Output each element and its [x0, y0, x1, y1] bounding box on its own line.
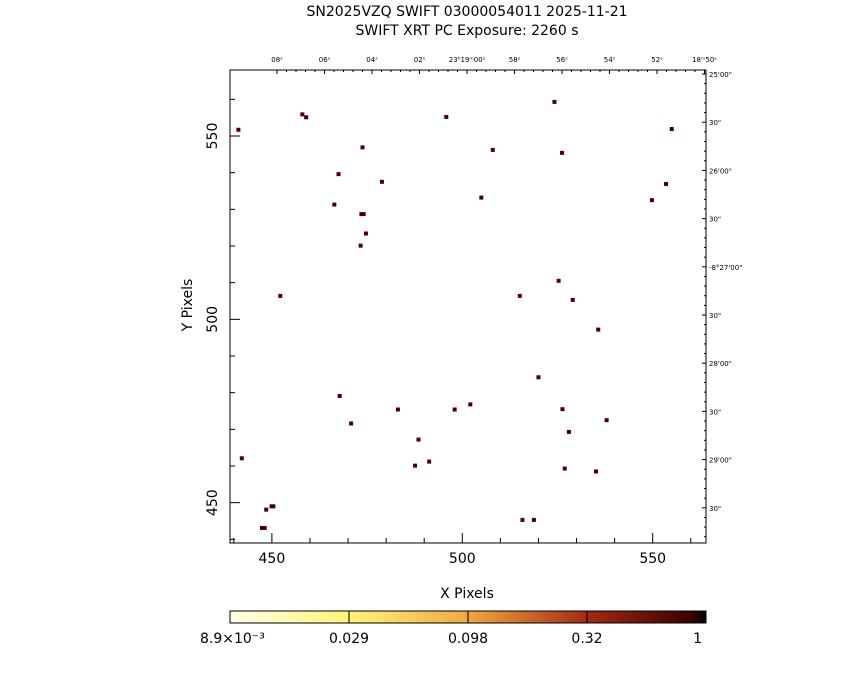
event-pixel — [264, 507, 269, 512]
dec-tick-label: 29'00" — [709, 457, 732, 465]
ra-tick-label: 23ʰ19ᵐ00ˢ — [449, 56, 486, 64]
ra-tick-label: 56ˢ — [556, 56, 568, 64]
event-pixel — [552, 99, 557, 104]
event-pixel — [349, 421, 354, 426]
event-pixel — [479, 195, 484, 200]
y-tick-label: 450 — [205, 489, 221, 516]
event-pixel — [269, 504, 274, 509]
event-pixel — [262, 525, 267, 530]
event-pixel — [444, 114, 449, 119]
event-pixel — [358, 243, 363, 248]
event-pixel — [452, 407, 457, 412]
dec-tick-label: 30" — [709, 505, 721, 513]
ra-tick-label: 52ˢ — [651, 56, 663, 64]
event-pixel — [361, 212, 366, 217]
colorbar-label: 1 — [693, 631, 702, 647]
event-pixel — [593, 469, 598, 474]
dec-tick-label: 30" — [709, 408, 721, 416]
event-pixel — [427, 459, 432, 464]
ra-tick-label: 06ˢ — [319, 56, 331, 64]
event-pixel — [359, 212, 364, 217]
event-pixel — [363, 231, 368, 236]
dec-tick-label: 30" — [709, 312, 721, 320]
dec-tick-label: 28'00" — [709, 360, 732, 368]
ra-tick-label: 18ᵐ50ˢ — [692, 56, 717, 64]
event-pixel — [278, 293, 283, 298]
colorbar-label: 8.9×10⁻³ — [200, 631, 265, 647]
event-pixel — [520, 517, 525, 522]
event-pixel — [336, 172, 341, 177]
plot-frame — [229, 69, 707, 544]
colorbar-label: 0.098 — [448, 631, 488, 647]
event-pixel — [490, 147, 495, 152]
event-pixel — [236, 127, 241, 132]
ra-tick-label: 58ˢ — [509, 56, 521, 64]
y-axis-label: Y Pixels — [180, 279, 196, 333]
event-pixel — [562, 466, 567, 471]
dec-tick-label: -8°27'00" — [709, 264, 742, 272]
colorbar: 8.9×10⁻³ 0.029 0.098 0.32 1 — [200, 610, 707, 647]
x-axis-label: X Pixels — [440, 586, 494, 602]
event-pixel — [304, 115, 309, 120]
y-tick-label: 500 — [205, 306, 221, 333]
ra-tick-label: 04ˢ — [366, 56, 378, 64]
event-pixel — [649, 198, 654, 203]
event-pixel — [560, 150, 565, 155]
event-pixel — [360, 145, 365, 150]
event-pixel — [300, 112, 305, 117]
event-pixel — [379, 179, 384, 184]
event-pixel — [413, 463, 418, 468]
event-pixel — [531, 517, 536, 522]
event-pixel — [669, 127, 674, 132]
dec-tick-label: 30" — [709, 216, 721, 224]
colorbar-label: 0.32 — [571, 631, 602, 647]
event-pixel — [332, 202, 337, 207]
event-pixel — [604, 418, 609, 423]
event-pixel — [337, 393, 342, 398]
dec-tick-label: 25'00" — [709, 71, 732, 79]
ra-tick-label: 08ˢ — [271, 56, 283, 64]
x-tick-label: 500 — [449, 551, 476, 567]
event-pixel — [556, 278, 561, 283]
title-line-2: SWIFT XRT PC Exposure: 2260 s — [356, 23, 579, 39]
x-tick-label: 450 — [259, 551, 286, 567]
plot-area: 450 500 550 450 500 550 08ˢ 06ˢ 04ˢ 02ˢ 23ʰ19ᵐ00ˢ 5… — [205, 56, 742, 567]
event-pixel — [596, 327, 601, 332]
x-tick-label: 550 — [639, 551, 666, 567]
event-pixel — [570, 297, 575, 302]
event-pixel — [560, 407, 565, 412]
event-pixel — [416, 437, 421, 442]
event-pixel — [536, 375, 541, 380]
event-pixel — [259, 525, 264, 530]
event-pixel — [566, 429, 571, 434]
y-tick-label: 550 — [205, 123, 221, 150]
dec-tick-label: 30" — [709, 119, 721, 127]
event-pixel — [239, 456, 244, 461]
event-pixel — [517, 293, 522, 298]
ra-tick-label: 02ˢ — [414, 56, 426, 64]
dec-tick-label: 26'00" — [709, 167, 732, 175]
ra-tick-label: 54ˢ — [604, 56, 616, 64]
colorbar-label: 0.029 — [329, 631, 369, 647]
title-line-1: SN2025VZQ SWIFT 03000054011 2025-11-21 — [306, 4, 627, 20]
event-pixel — [664, 182, 669, 187]
event-pixel — [395, 407, 400, 412]
event-pixel — [468, 402, 473, 407]
